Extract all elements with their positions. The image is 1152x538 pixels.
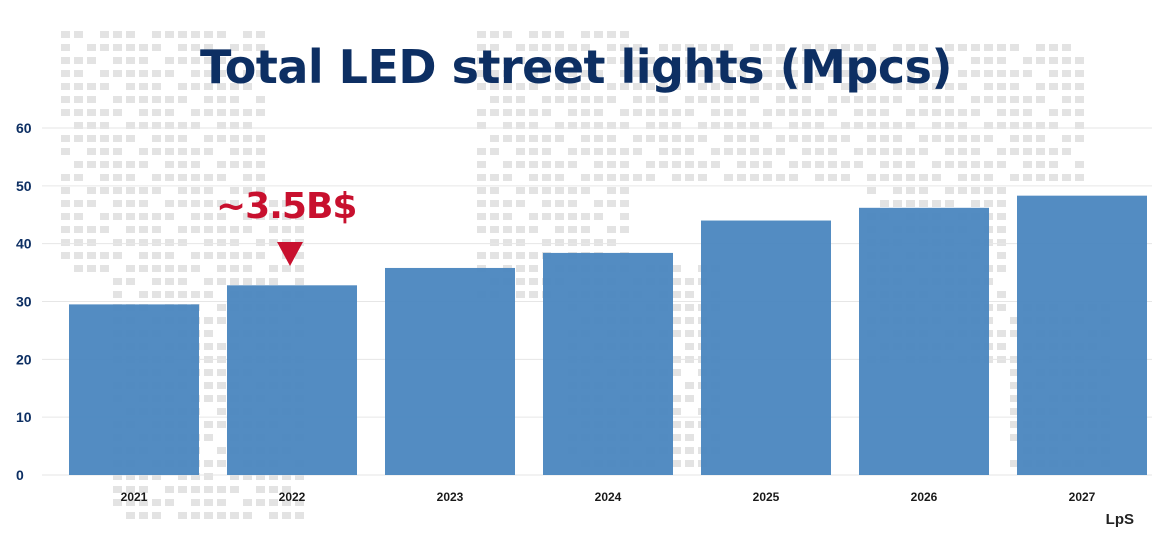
- annotation-label: ~3.5B$: [216, 186, 357, 227]
- x-axis-ticks: 2021 2022 2023 2024 2025 2026 2027: [121, 490, 1096, 504]
- y-tick-label: 50: [16, 178, 32, 194]
- bar-2027: [1017, 195, 1147, 476]
- y-tick-label: 40: [16, 236, 32, 252]
- bars: [69, 195, 1147, 476]
- y-tick-label: 30: [16, 294, 32, 310]
- brand-logo: LpS: [1105, 511, 1134, 528]
- y-tick-label: 60: [16, 120, 32, 136]
- x-tick-label: 2026: [911, 490, 938, 504]
- x-tick-label: 2021: [121, 490, 148, 504]
- bar-2024: [543, 252, 673, 475]
- x-tick-label: 2022: [279, 490, 306, 504]
- y-axis-ticks: 0 10 20 30 40 50 60: [16, 120, 32, 483]
- x-tick-label: 2023: [437, 490, 464, 504]
- y-tick-label: 0: [16, 467, 24, 483]
- x-tick-label: 2027: [1069, 490, 1096, 504]
- bar-2022: [227, 285, 357, 475]
- chart-title: Total LED street lights (Mpcs): [199, 40, 953, 94]
- y-tick-label: 20: [16, 351, 32, 367]
- annotation-arrow-icon: [277, 242, 303, 266]
- x-tick-label: 2024: [595, 490, 622, 504]
- y-tick-label: 10: [16, 409, 32, 425]
- x-tick-label: 2025: [753, 490, 780, 504]
- bar-2023: [385, 267, 515, 475]
- bar-2021: [69, 304, 199, 475]
- bar-2025: [701, 220, 831, 475]
- bar-2026: [859, 207, 989, 475]
